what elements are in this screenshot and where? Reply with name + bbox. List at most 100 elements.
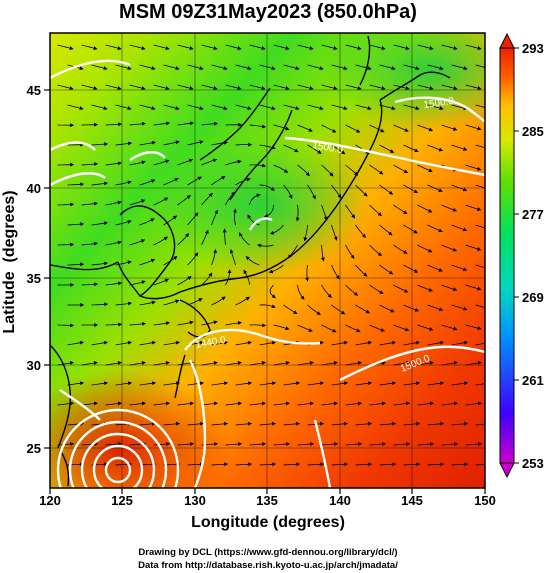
streamline-arrow [451, 144, 468, 151]
streamline-arrow [211, 421, 229, 426]
streamline-arrow [105, 161, 122, 166]
streamline-arrow [297, 442, 315, 447]
streamline-arrow [465, 324, 482, 331]
streamline-arrow [369, 164, 384, 175]
streamline-arrow [403, 184, 419, 194]
streamline-arrow [225, 361, 242, 366]
streamline-arrow [91, 340, 108, 346]
streamline-arrow [225, 442, 243, 447]
streamline-arrow [139, 258, 156, 266]
streamline-arrow [201, 121, 219, 126]
streamline-arrow [403, 421, 421, 426]
streamline-arrow [163, 177, 179, 186]
streamline-arrow [211, 209, 219, 226]
streamline-arrow [307, 462, 325, 467]
streamline-arrow [57, 442, 75, 447]
contour-label-north: 1500.0 [311, 140, 343, 156]
streamline-arrow [475, 264, 485, 269]
streamline-arrow [201, 320, 218, 326]
streamline-arrow [417, 324, 434, 331]
streamline-arrow [163, 299, 180, 306]
streamline-arrow [115, 381, 133, 386]
streamline-arrow [307, 184, 316, 200]
streamline-arrow [105, 442, 123, 447]
streamline-arrow [163, 140, 180, 146]
streamline-arrow [465, 124, 482, 131]
streamline-arrow [403, 340, 420, 346]
streamline-arrow [451, 381, 469, 386]
contour-label-west: 1440.0 [195, 335, 227, 351]
streamline-arrow [153, 44, 170, 51]
streamline-arrow [139, 421, 157, 426]
streamline-arrow [427, 462, 445, 467]
streamline-arrow [187, 421, 205, 426]
streamline-arrow [105, 84, 122, 91]
streamline-arrow [57, 84, 74, 91]
streamline-arrow [177, 84, 194, 91]
streamline-arrow [81, 241, 99, 246]
streamline-arrow [235, 142, 253, 147]
streamline-arrow [201, 272, 213, 286]
streamline-arrow [115, 301, 133, 306]
streamline-arrow [229, 249, 236, 266]
streamline-arrow [297, 324, 313, 332]
streamline-arrow [211, 104, 228, 111]
streamline-arrow [211, 462, 229, 467]
streamline-arrow [67, 182, 85, 187]
streamline-arrow [163, 421, 181, 426]
streamline-arrow [211, 296, 226, 306]
streamline-arrow [393, 124, 409, 132]
colorbar: 293 285 277 269 261 253 [499, 32, 544, 479]
streamline-arrow [81, 201, 99, 206]
streamline-arrow [331, 144, 346, 155]
streamline-arrow [153, 442, 171, 447]
streamline-arrow [139, 300, 156, 306]
streamline-arrow [187, 252, 199, 266]
streamline-arrow [321, 361, 338, 366]
streamline-arrow [379, 381, 397, 386]
colorbar-tick-label: 261 [522, 373, 544, 388]
streamline-arrow [273, 124, 290, 131]
streamline-arrow [417, 164, 433, 172]
streamline-arrow [345, 204, 356, 219]
streamline-arrow [305, 264, 310, 282]
streamline-arrow [403, 64, 420, 71]
streamline-arrow [297, 164, 310, 177]
streamline-arrow [379, 421, 397, 426]
streamline-arrow [465, 284, 482, 291]
streamline-arrow [441, 442, 459, 447]
streamline-arrow [331, 462, 349, 467]
streamline-arrow [57, 44, 74, 51]
streamline-arrow [211, 340, 228, 346]
streamline-arrow [235, 177, 251, 186]
streamline-arrow [475, 342, 485, 346]
streamline-arrow [321, 44, 338, 51]
streamline-arrow [249, 193, 261, 206]
streamline-arrow [403, 462, 421, 467]
streamline-arrow [283, 304, 298, 315]
streamline-arrow [153, 84, 170, 91]
streamline-arrow [57, 242, 75, 247]
streamline-arrow [393, 361, 410, 366]
streamline-arrow [67, 381, 85, 386]
streamline-arrow [369, 204, 382, 217]
colorbar-scale [499, 47, 515, 464]
x-tick-label: 125 [111, 493, 133, 508]
streamline-arrow [451, 421, 469, 426]
streamline-arrow [331, 340, 348, 346]
streamline-arrow [345, 442, 363, 447]
streamline-arrow [225, 159, 242, 166]
streamline-arrow [91, 104, 108, 111]
streamline-arrow [355, 224, 366, 239]
streamline-arrow [393, 284, 409, 293]
streamline-arrow [163, 215, 178, 226]
streamline-arrow [441, 124, 458, 131]
x-tick-label: 135 [256, 493, 278, 508]
streamline-arrow [345, 244, 355, 259]
streamline-arrow [163, 340, 180, 346]
streamline-arrow [259, 462, 277, 467]
streamline-arrow [321, 84, 338, 91]
plot-area: 1500.0 1500.0 1440.0 1500.0 [50, 33, 485, 488]
streamline-arrow [187, 381, 205, 386]
streamline-arrow [379, 340, 396, 346]
